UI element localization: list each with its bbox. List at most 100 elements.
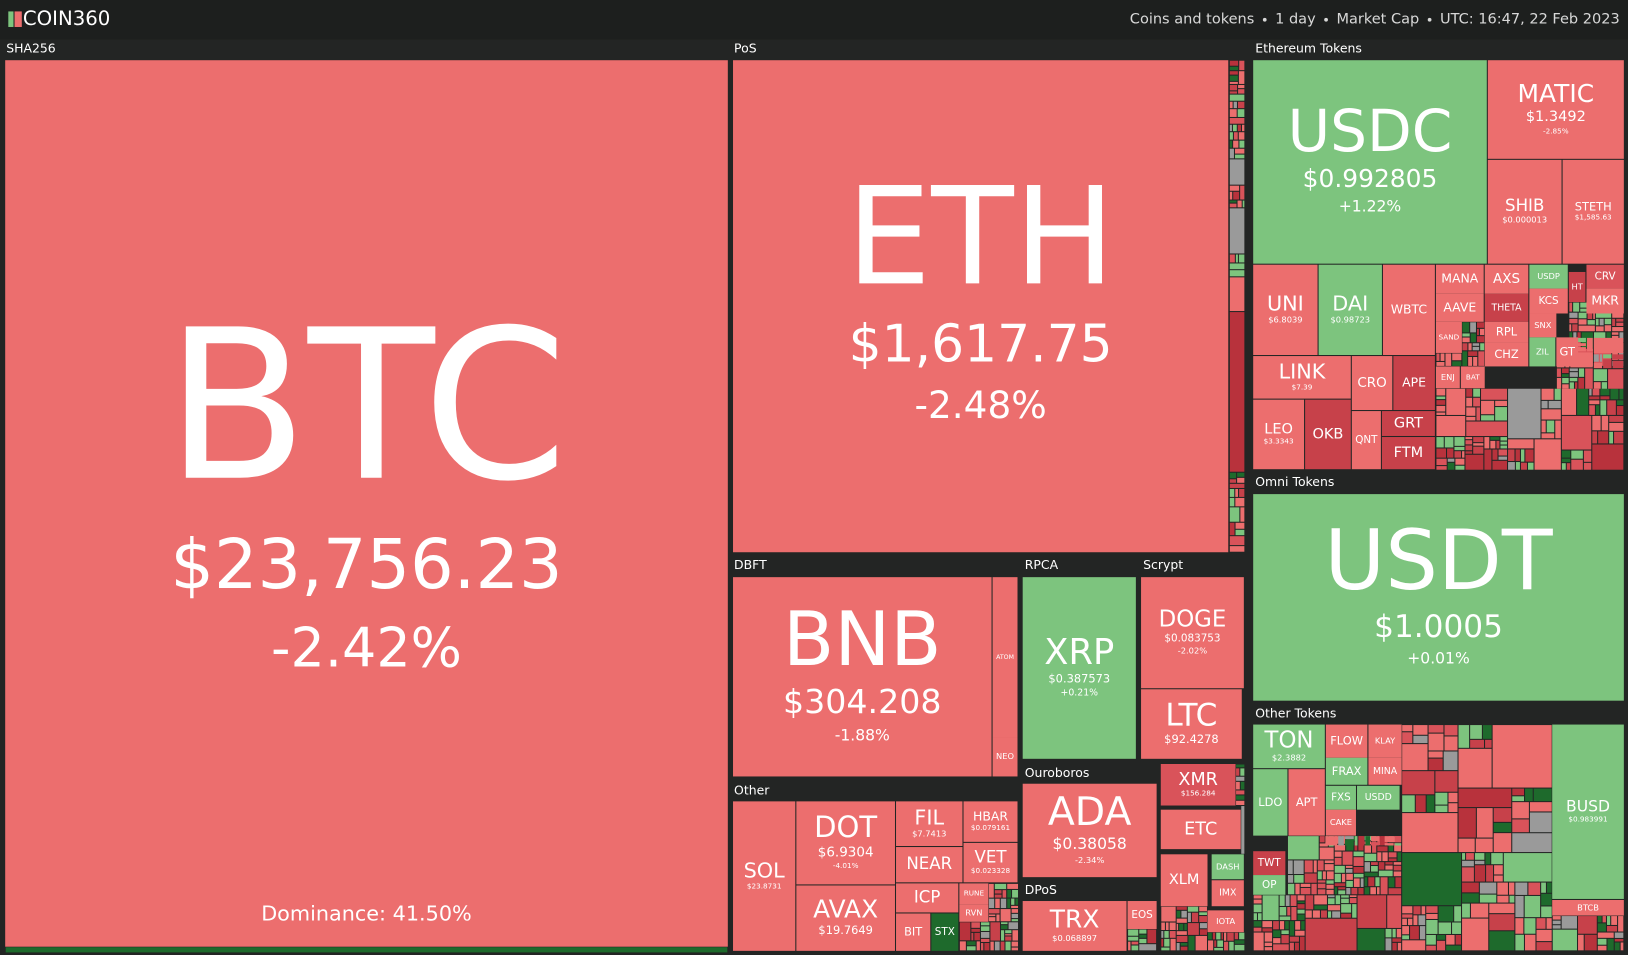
coin-tile-small[interactable]: [1452, 361, 1462, 366]
coin-price[interactable]: $6.9304: [818, 844, 874, 860]
coin-tile-small[interactable]: [1447, 448, 1454, 458]
coin-symbol[interactable]: SNX: [1534, 320, 1551, 330]
coin-tile-small[interactable]: [1357, 895, 1387, 928]
coin-change[interactable]: -4.01%: [833, 861, 859, 870]
coin-tile-small[interactable]: [980, 943, 984, 951]
coin-tile-small[interactable]: [1479, 882, 1497, 894]
coin-tile-small[interactable]: [1470, 903, 1489, 918]
coin-tile-small[interactable]: [1458, 838, 1475, 853]
coin-tile-small[interactable]: [1346, 880, 1353, 887]
coin-tile-small[interactable]: [1589, 405, 1595, 415]
coin-tile-small[interactable]: [1327, 895, 1335, 898]
coin-tile-small[interactable]: [1574, 382, 1578, 389]
coin-tile-small[interactable]: [1187, 912, 1191, 923]
coin-tile-small[interactable]: [1287, 860, 1293, 875]
coin-tile-small[interactable]: [1346, 887, 1351, 895]
coin-tile-small[interactable]: [1229, 263, 1245, 270]
coin-tile-small[interactable]: [1229, 483, 1245, 488]
coin-tile-small[interactable]: [1436, 466, 1447, 470]
coin-tile-small[interactable]: [1524, 895, 1541, 918]
coin-tile-small[interactable]: [1402, 853, 1462, 906]
coin-tile[interactable]: [1368, 757, 1402, 785]
coin-symbol[interactable]: CAKE: [1330, 817, 1352, 827]
coin-tile-small[interactable]: [1338, 887, 1346, 890]
coin-tile-small[interactable]: [1508, 462, 1515, 470]
coin-tile-small[interactable]: [1462, 867, 1474, 882]
coin-tile-small[interactable]: [1229, 159, 1245, 185]
coin-symbol[interactable]: CRV: [1595, 271, 1617, 283]
coin-tile-small[interactable]: [1131, 941, 1139, 945]
coin-tile-small[interactable]: [1497, 895, 1509, 903]
coin-symbol[interactable]: USDC: [1288, 97, 1453, 165]
coin-tile-small[interactable]: [1380, 836, 1384, 846]
coin-symbol[interactable]: BUSD: [1566, 798, 1610, 816]
coin-tile-small[interactable]: [1384, 836, 1394, 843]
coin-tile-small[interactable]: [1462, 882, 1479, 893]
coin-tile-small[interactable]: [1378, 862, 1385, 870]
coin-tile-small[interactable]: [1011, 919, 1019, 922]
coin-tile-small[interactable]: [1578, 916, 1597, 934]
coin-tile-small[interactable]: [1402, 744, 1428, 771]
coin-tile-small[interactable]: [1371, 866, 1378, 872]
coin-tile-small[interactable]: [1444, 437, 1454, 448]
coin-tile-small[interactable]: [1597, 923, 1606, 932]
coin-tile-small[interactable]: [1508, 439, 1534, 449]
coin-tile-small[interactable]: [1606, 925, 1618, 932]
coin-tile-small[interactable]: [1600, 396, 1610, 400]
coin-tile-small[interactable]: [1234, 944, 1245, 951]
coin-tile-small[interactable]: [1402, 732, 1413, 744]
coin-tile-small[interactable]: [1438, 922, 1452, 934]
coin-tile-small[interactable]: [1353, 851, 1364, 857]
coin-tile-small[interactable]: [1612, 360, 1624, 369]
coin-tile-small[interactable]: [1508, 882, 1515, 895]
coin-tile-small[interactable]: [1569, 382, 1574, 389]
coin-tile-small[interactable]: [1388, 877, 1395, 888]
coin-tile-small[interactable]: [1466, 853, 1474, 860]
coin-tile-small[interactable]: [1419, 926, 1426, 940]
coin-tile-small[interactable]: [1214, 947, 1223, 951]
coin-tile-small[interactable]: [1289, 921, 1295, 936]
coin-change[interactable]: -2.85%: [1543, 126, 1569, 135]
coin-tile-small[interactable]: [1179, 923, 1184, 931]
coin-tile-small[interactable]: [1195, 935, 1207, 951]
coin-tile-small[interactable]: [1465, 454, 1484, 470]
coin-tile-small[interactable]: [1000, 909, 1011, 922]
coin-symbol[interactable]: AXS: [1493, 271, 1520, 287]
coin-tile-small[interactable]: [1462, 322, 1470, 333]
coin-tile-small[interactable]: [1578, 368, 1585, 377]
coin-symbol[interactable]: DASH: [1216, 861, 1239, 871]
sector-label[interactable]: Other: [734, 782, 770, 797]
coin-tile-small[interactable]: [1515, 882, 1528, 895]
coin-tile-small[interactable]: [1319, 847, 1334, 860]
coin-tile-small[interactable]: [994, 890, 1002, 894]
coin-tile-small[interactable]: [1566, 463, 1571, 470]
sector-label[interactable]: DBFT: [734, 557, 767, 572]
coin-tile-small[interactable]: [1592, 444, 1624, 470]
coin-tile-small[interactable]: [1612, 327, 1624, 332]
filter[interactable]: 1 day: [1275, 12, 1316, 28]
coin-tile[interactable]: [1022, 901, 1127, 951]
coin-tile[interactable]: [992, 737, 1018, 777]
coin-tile-small[interactable]: [1229, 200, 1237, 203]
coin-tile-small[interactable]: [1161, 922, 1165, 930]
coin-tile-small[interactable]: [1229, 75, 1238, 81]
coin-tile-small[interactable]: [1536, 929, 1552, 942]
coin-tile-small[interactable]: [1262, 928, 1273, 932]
coin-tile-small[interactable]: [1236, 776, 1245, 781]
coin-symbol[interactable]: USDD: [1365, 792, 1392, 803]
coin-tile-small[interactable]: [1561, 415, 1592, 450]
coin-tile-small[interactable]: [1216, 932, 1221, 940]
coin-tile-small[interactable]: [1253, 927, 1262, 932]
coin-tile-small[interactable]: [1237, 472, 1245, 477]
coin-tile-small[interactable]: [1169, 922, 1176, 930]
coin-tile-small[interactable]: [1578, 312, 1587, 319]
coin-tile-small[interactable]: [1229, 277, 1245, 312]
coin-tile-small[interactable]: [1341, 873, 1346, 883]
coin-tile-small[interactable]: [1533, 788, 1552, 802]
coin-tile-small[interactable]: [1240, 185, 1245, 200]
coin-tile-small[interactable]: [1603, 354, 1612, 359]
coin-tile-small[interactable]: [1287, 883, 1295, 895]
coin-tile-small[interactable]: [980, 938, 990, 942]
coin-tile-small[interactable]: [1326, 871, 1334, 880]
coin-tile-small[interactable]: [1241, 806, 1245, 854]
